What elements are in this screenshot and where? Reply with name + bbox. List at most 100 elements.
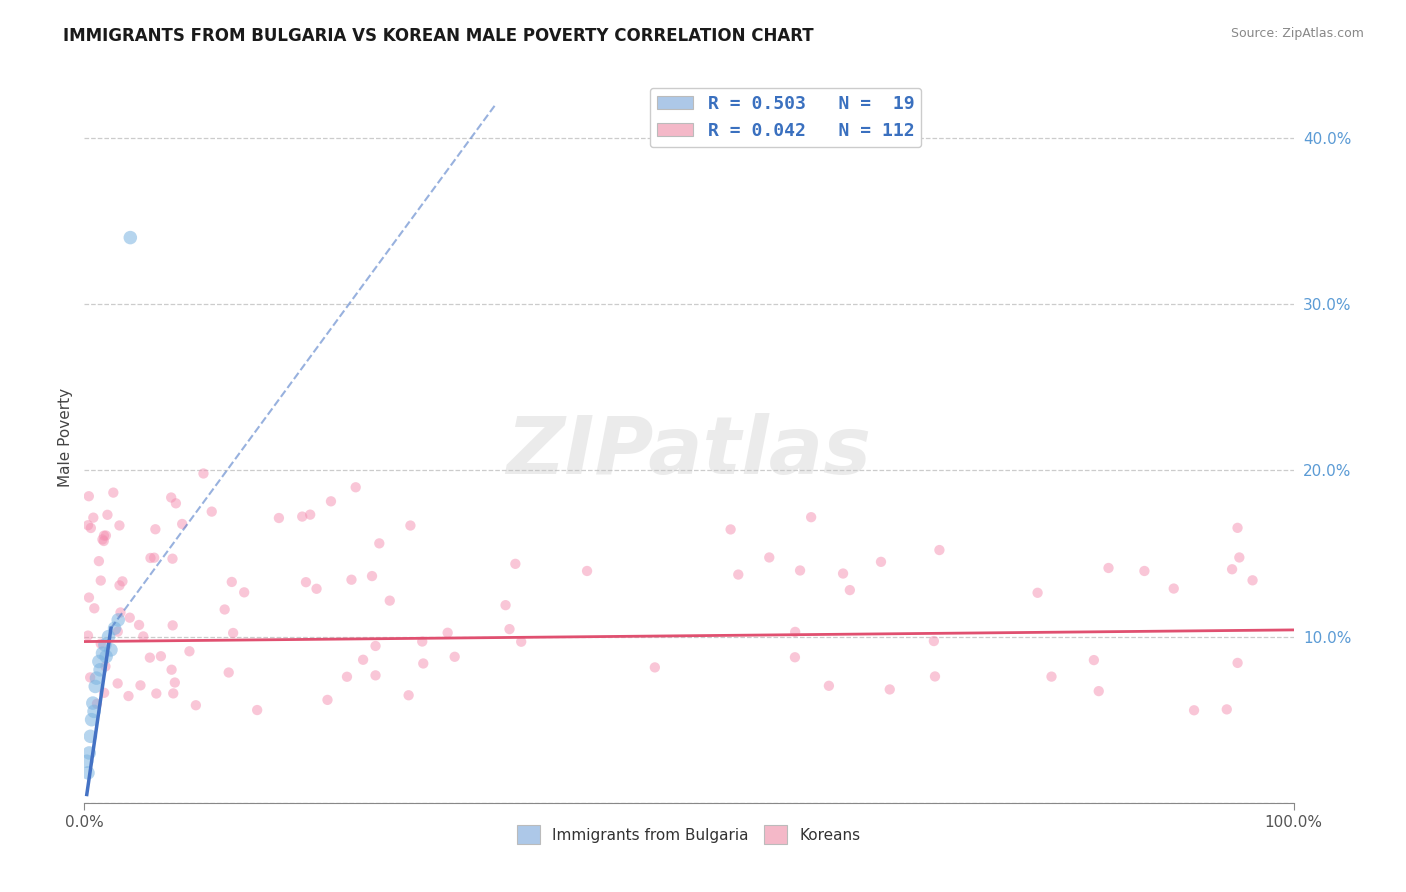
- Point: [344, 480, 367, 494]
- Point: [800, 510, 823, 524]
- Point: [1163, 582, 1185, 596]
- Point: [86, 697, 108, 711]
- Point: [139, 650, 162, 665]
- Point: [411, 634, 433, 648]
- Point: [97, 630, 120, 644]
- Point: [129, 678, 152, 692]
- Point: [364, 668, 387, 682]
- Point: [1216, 702, 1239, 716]
- Point: [319, 494, 342, 508]
- Point: [108, 578, 131, 592]
- Point: [77, 591, 100, 605]
- Point: [267, 511, 290, 525]
- Text: IMMIGRANTS FROM BULGARIA VS KOREAN MALE POVERTY CORRELATION CHART: IMMIGRANTS FROM BULGARIA VS KOREAN MALE …: [63, 27, 814, 45]
- Point: [720, 523, 742, 537]
- Point: [1133, 564, 1156, 578]
- Point: [77, 746, 100, 760]
- Point: [184, 698, 207, 713]
- Point: [77, 489, 100, 503]
- Point: [110, 606, 132, 620]
- Point: [107, 676, 129, 690]
- Point: [107, 624, 129, 639]
- Point: [90, 637, 112, 651]
- Point: [1220, 562, 1243, 576]
- Point: [82, 510, 104, 524]
- Point: [145, 522, 167, 536]
- Point: [1182, 703, 1205, 717]
- Point: [77, 629, 100, 643]
- Point: [368, 536, 391, 550]
- Point: [84, 680, 107, 694]
- Point: [179, 644, 201, 658]
- Point: [160, 491, 183, 505]
- Point: [201, 505, 224, 519]
- Point: [80, 713, 103, 727]
- Point: [1040, 670, 1063, 684]
- Point: [77, 518, 100, 533]
- Point: [118, 610, 141, 624]
- Point: [162, 551, 184, 566]
- Point: [295, 575, 318, 590]
- Point: [94, 659, 117, 673]
- Point: [89, 663, 111, 677]
- Point: [498, 622, 520, 636]
- Point: [96, 508, 118, 522]
- Point: [91, 646, 114, 660]
- Point: [94, 649, 117, 664]
- Y-axis label: Male Poverty: Male Poverty: [58, 387, 73, 487]
- Point: [162, 686, 184, 700]
- Point: [93, 533, 115, 548]
- Point: [785, 624, 807, 639]
- Point: [340, 573, 363, 587]
- Point: [104, 621, 127, 635]
- Point: [870, 555, 893, 569]
- Point: [316, 693, 339, 707]
- Text: Source: ZipAtlas.com: Source: ZipAtlas.com: [1230, 27, 1364, 40]
- Point: [139, 551, 162, 566]
- Point: [1226, 656, 1249, 670]
- Point: [91, 533, 114, 547]
- Point: [924, 669, 946, 683]
- Point: [727, 567, 749, 582]
- Point: [143, 550, 166, 565]
- Point: [644, 660, 666, 674]
- Point: [107, 613, 129, 627]
- Point: [443, 649, 465, 664]
- Point: [218, 665, 240, 680]
- Point: [120, 230, 142, 244]
- Point: [361, 569, 384, 583]
- Point: [789, 564, 811, 578]
- Point: [172, 516, 194, 531]
- Point: [412, 657, 434, 671]
- Point: [93, 686, 115, 700]
- Point: [163, 675, 186, 690]
- Point: [299, 508, 322, 522]
- Point: [111, 574, 134, 589]
- Point: [398, 688, 420, 702]
- Point: [1083, 653, 1105, 667]
- Point: [1026, 586, 1049, 600]
- Point: [79, 670, 101, 684]
- Point: [77, 765, 100, 780]
- Point: [83, 705, 105, 719]
- Point: [1087, 684, 1109, 698]
- Point: [336, 670, 359, 684]
- Point: [291, 509, 314, 524]
- Point: [576, 564, 599, 578]
- Point: [222, 626, 245, 640]
- Point: [103, 485, 125, 500]
- Point: [221, 574, 243, 589]
- Point: [758, 550, 780, 565]
- Point: [79, 729, 101, 743]
- Point: [100, 643, 122, 657]
- Point: [193, 467, 215, 481]
- Point: [128, 618, 150, 632]
- Point: [83, 601, 105, 615]
- Point: [145, 686, 167, 700]
- Point: [364, 639, 387, 653]
- Point: [928, 543, 950, 558]
- Point: [87, 554, 110, 568]
- Point: [783, 650, 806, 665]
- Point: [1226, 521, 1249, 535]
- Point: [108, 518, 131, 533]
